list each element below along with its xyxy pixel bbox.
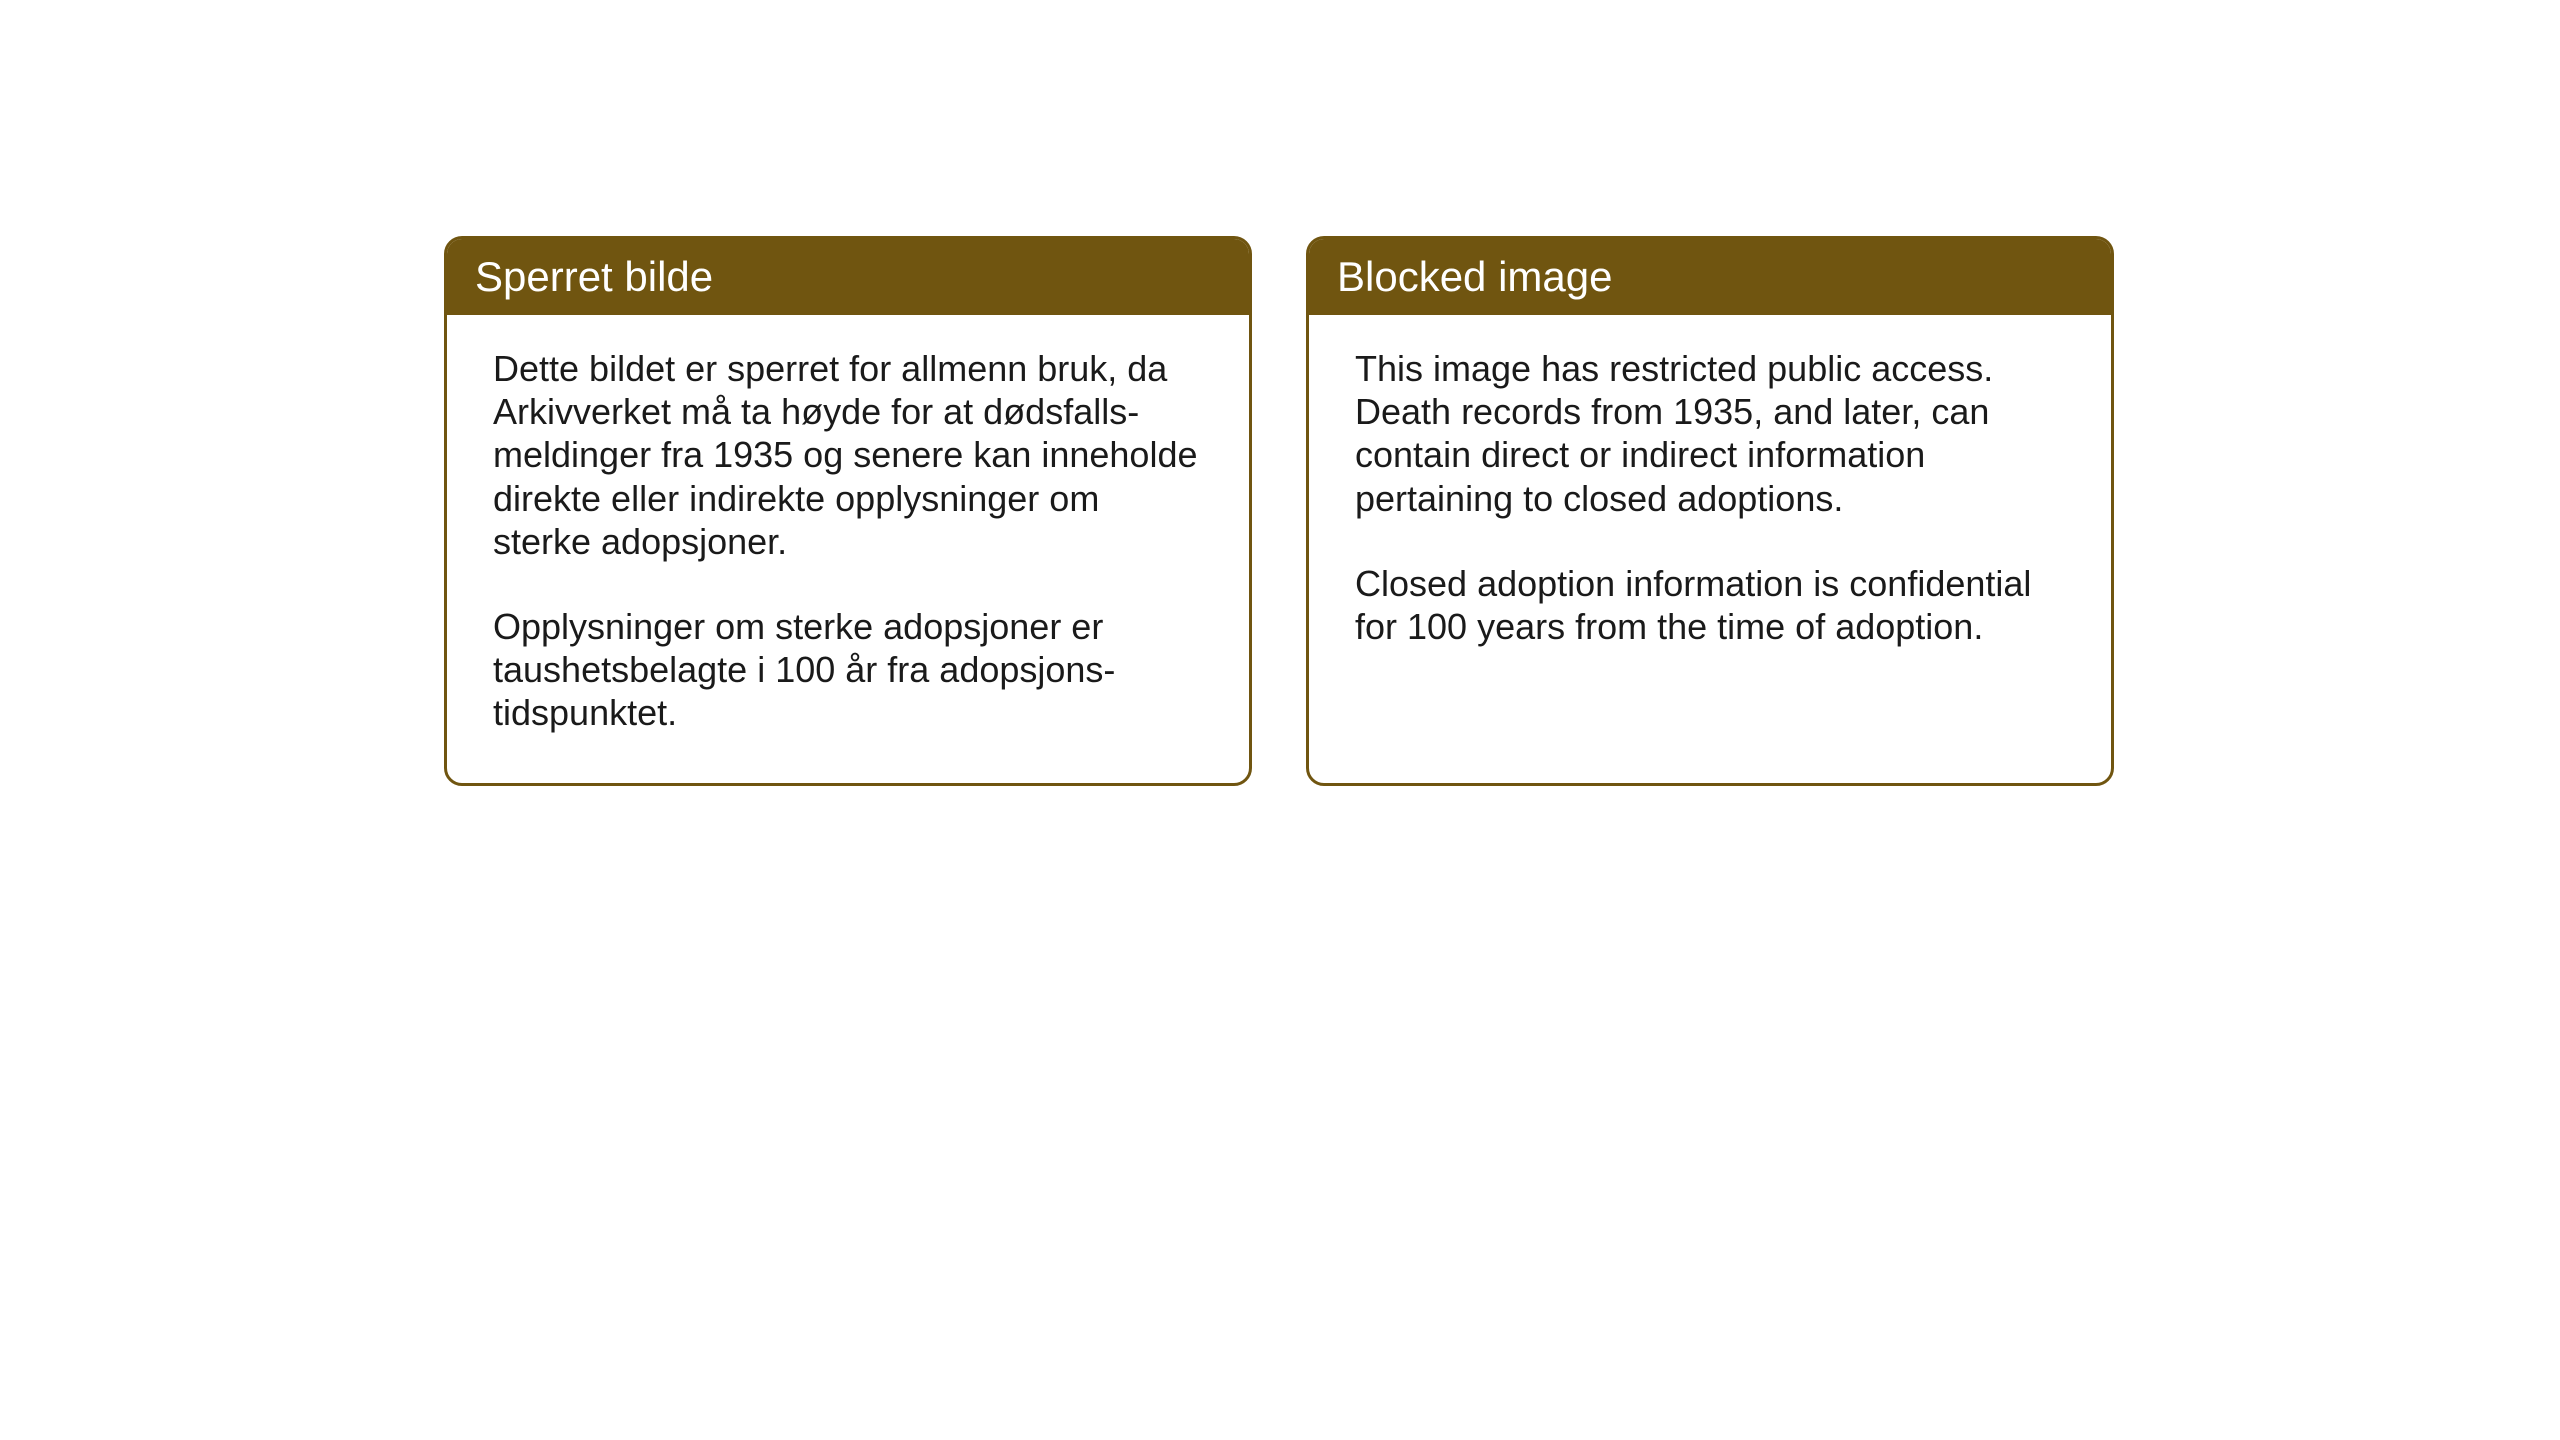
- english-card: Blocked image This image has restricted …: [1306, 236, 2114, 786]
- english-card-body: This image has restricted public access.…: [1309, 315, 2111, 696]
- english-card-title: Blocked image: [1309, 239, 2111, 315]
- norwegian-card: Sperret bilde Dette bildet er sperret fo…: [444, 236, 1252, 786]
- norwegian-paragraph-2: Opplysninger om sterke adopsjoner er tau…: [493, 605, 1203, 735]
- english-paragraph-2: Closed adoption information is confident…: [1355, 562, 2065, 648]
- norwegian-card-title: Sperret bilde: [447, 239, 1249, 315]
- norwegian-card-body: Dette bildet er sperret for allmenn bruk…: [447, 315, 1249, 783]
- norwegian-paragraph-1: Dette bildet er sperret for allmenn bruk…: [493, 347, 1203, 563]
- english-paragraph-1: This image has restricted public access.…: [1355, 347, 2065, 520]
- cards-container: Sperret bilde Dette bildet er sperret fo…: [444, 236, 2114, 786]
